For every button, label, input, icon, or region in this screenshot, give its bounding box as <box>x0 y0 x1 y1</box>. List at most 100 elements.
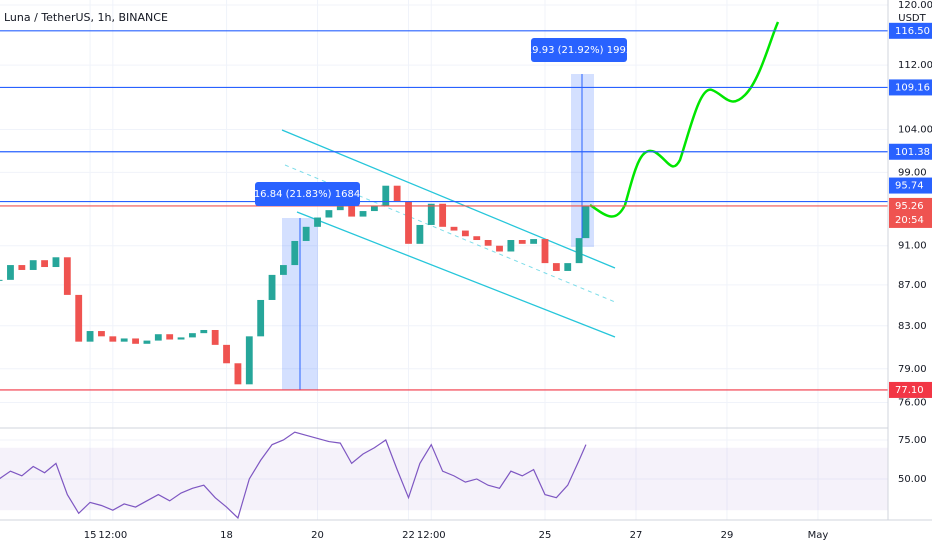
level-label: 101.38 <box>895 147 930 158</box>
x-tick-label: 12:00 <box>98 530 127 541</box>
candle <box>291 240 299 266</box>
level-box <box>889 177 932 194</box>
y2-tick-label: 50.00 <box>898 474 927 485</box>
annotation: 19.93 (21.92%) 1993 <box>526 45 632 56</box>
candle <box>439 203 447 227</box>
candle <box>541 239 549 264</box>
candle <box>223 344 230 364</box>
level-box <box>889 79 932 96</box>
level-label: 77.10 <box>895 385 924 396</box>
x-tick-label: 22 <box>402 530 415 541</box>
countdown: 20:54 <box>895 215 924 226</box>
candle <box>7 265 14 280</box>
level-label: 95.26 <box>895 201 924 212</box>
y-tick-label: 83.00 <box>898 321 927 332</box>
candle <box>166 334 174 340</box>
channel-line <box>296 211 616 338</box>
candle <box>234 363 242 385</box>
candle <box>496 245 503 252</box>
candle <box>325 210 333 218</box>
candle <box>507 240 515 252</box>
candle <box>336 206 344 211</box>
candle <box>0 279 3 281</box>
candle <box>473 236 481 241</box>
candle <box>189 333 196 338</box>
y-tick-label: 76.00 <box>898 397 927 408</box>
level-label: 109.16 <box>895 82 930 93</box>
level-label: 116.50 <box>895 26 930 37</box>
candle <box>552 263 560 271</box>
x-tick-label: May <box>808 530 829 541</box>
candle <box>370 205 378 212</box>
candle <box>52 257 60 268</box>
candle <box>393 185 401 202</box>
level-box <box>889 22 932 39</box>
candle <box>98 331 105 337</box>
candle <box>405 201 412 244</box>
projection-path <box>589 21 780 218</box>
candle <box>132 338 139 344</box>
candle <box>245 336 253 385</box>
marks <box>0 30 888 520</box>
y-tick-label: 99.00 <box>898 167 927 178</box>
candle <box>484 240 492 246</box>
candle <box>177 337 185 340</box>
candle <box>450 226 458 231</box>
candle <box>120 338 128 342</box>
level-box <box>889 197 932 228</box>
candle <box>109 336 117 342</box>
annotation-box <box>255 182 360 206</box>
y2-tick-label: 75.00 <box>898 435 927 446</box>
candle <box>18 265 26 270</box>
candle <box>582 205 590 239</box>
candle <box>564 263 572 271</box>
candle <box>86 331 94 342</box>
candle <box>416 224 424 244</box>
candle <box>63 257 71 295</box>
annotation-box <box>531 38 627 62</box>
candle <box>154 334 162 341</box>
candle <box>314 217 321 227</box>
candle <box>575 238 583 264</box>
level-label: 95.74 <box>895 181 924 192</box>
candle <box>302 226 310 241</box>
rsi-band <box>0 447 888 511</box>
rsi-line <box>0 431 587 520</box>
candle <box>41 260 48 268</box>
candle <box>518 240 526 244</box>
chart-title: Luna / TetherUS, 1h, BINANCE <box>4 11 168 24</box>
candle <box>461 230 469 237</box>
candle <box>280 265 287 275</box>
x-tick-label: 20 <box>311 530 324 541</box>
x-tick-label: 18 <box>220 530 233 541</box>
y-tick-label: 87.00 <box>898 280 927 291</box>
candle <box>348 206 356 217</box>
level-box <box>889 143 932 160</box>
candle <box>29 260 37 270</box>
y-tick-label: 104.00 <box>898 125 932 136</box>
y-tick-label: 120.00 <box>898 0 932 11</box>
candle <box>211 329 219 345</box>
channel-line <box>281 129 616 269</box>
x-tick-label: 25 <box>539 530 552 541</box>
candle <box>268 274 276 300</box>
candle <box>200 329 208 334</box>
y-tick-label: 91.00 <box>898 241 927 252</box>
y-tick-label: 79.00 <box>898 364 927 375</box>
x-tick-label: 15 <box>84 530 97 541</box>
annotation: 16.84 (21.83%) 1684 <box>254 189 360 200</box>
x-tick-label: 12:00 <box>417 530 446 541</box>
candle <box>75 294 83 342</box>
candle <box>257 299 265 337</box>
unit-label: USDT <box>898 13 926 24</box>
x-tick-label: 29 <box>721 530 734 541</box>
y-tick-label: 112.00 <box>898 60 932 71</box>
candle <box>359 211 367 217</box>
candle <box>143 340 151 344</box>
candle <box>382 185 390 206</box>
level-box <box>889 381 932 398</box>
candle <box>427 203 435 225</box>
candle <box>530 239 538 244</box>
